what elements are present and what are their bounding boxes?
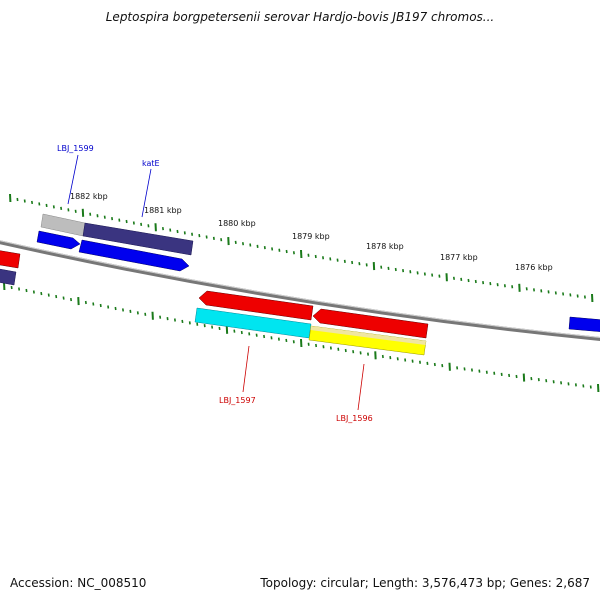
cog-bar-lbj1597[interactable] <box>194 307 312 339</box>
gene-label-kate[interactable]: katE <box>142 159 160 168</box>
chromosome-backbone <box>0 240 600 342</box>
kbp-label: 1880 kbp <box>218 219 256 228</box>
cog-bar-left-edge[interactable] <box>0 268 17 286</box>
reverse-strand-genes <box>0 250 429 356</box>
gene-feature-lbj1599[interactable] <box>36 230 81 250</box>
kbp-label: 1877 kbp <box>440 253 478 262</box>
kbp-label: 1879 kbp <box>292 232 330 241</box>
tick-row-inner <box>3 281 600 393</box>
forward-strand-genes <box>36 213 600 332</box>
gene-feature-kate[interactable] <box>78 239 190 272</box>
genome-summary-label: Topology: circular; Length: 3,576,473 bp… <box>260 576 590 590</box>
gene-feature-left-edge-red[interactable] <box>0 250 21 269</box>
kbp-scale-labels: 1882 kbp 1881 kbp 1880 kbp 1879 kbp 1878… <box>70 192 553 272</box>
gene-feature-right-edge[interactable] <box>568 316 600 332</box>
accession-label: Accession: NC_008510 <box>10 576 147 590</box>
gene-label-lbj1597[interactable]: LBJ_1597 <box>219 396 256 405</box>
gene-feature-lbj1597[interactable] <box>198 290 314 321</box>
gene-label-leaders <box>67 154 365 411</box>
kbp-label: 1882 kbp <box>70 192 108 201</box>
gene-label-lbj1599[interactable]: LBJ_1599 <box>57 144 94 153</box>
map-title: Leptospira borgpetersenii serovar Hardjo… <box>105 10 495 24</box>
kbp-label: 1881 kbp <box>144 206 182 215</box>
cog-bar-kate[interactable] <box>82 222 194 256</box>
kbp-label: 1878 kbp <box>366 242 404 251</box>
gene-label-lbj1596[interactable]: LBJ_1596 <box>336 414 373 423</box>
tick-row-outer <box>9 193 594 303</box>
gene-feature-lbj1596[interactable] <box>312 308 429 339</box>
kbp-label: 1876 kbp <box>515 263 553 272</box>
